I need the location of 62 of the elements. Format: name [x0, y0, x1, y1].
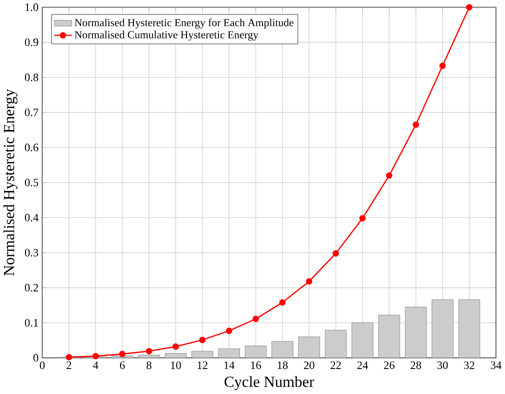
y-tick-label: 0.4	[24, 214, 38, 222]
point	[412, 122, 420, 128]
point	[279, 299, 286, 306]
x-tick-label: 10	[171, 362, 181, 370]
y-tick-label: 1.0	[25, 4, 38, 12]
bar	[298, 336, 320, 358]
bar	[272, 341, 294, 358]
point	[252, 316, 259, 322]
x-tick-label: 14	[224, 362, 235, 370]
point	[466, 4, 472, 11]
y-tick-label: 0.7	[24, 108, 38, 116]
bar	[138, 355, 160, 358]
point	[226, 328, 232, 334]
x-axis-title: Cycle Number	[224, 376, 314, 390]
x-tick-label: 32	[464, 362, 474, 370]
y-tick-label: 0.9	[24, 38, 38, 46]
bar	[164, 353, 187, 358]
point	[146, 348, 152, 355]
bar	[244, 346, 267, 358]
x-tick-label: 34	[490, 362, 502, 370]
point	[306, 278, 312, 285]
x-tick-label: 28	[410, 362, 422, 370]
x-tick-label: 20	[304, 362, 314, 370]
y-axis-title: Normalised Hysteretic Energy	[3, 89, 18, 276]
x-tick-label: 2	[66, 362, 72, 370]
point	[386, 172, 392, 179]
x-tick-label: 30	[437, 362, 448, 370]
bar	[404, 306, 427, 358]
x-tick-label: 26	[384, 362, 394, 370]
point	[439, 62, 446, 70]
y-tick-label: 0.5	[24, 178, 38, 187]
x-tick-label: 12	[198, 362, 208, 370]
y-tick-label: 0.8	[24, 74, 38, 82]
point	[199, 336, 206, 344]
bar	[378, 315, 400, 358]
bar	[218, 348, 240, 358]
legend-label: Normalised Hysteretic Energy for Each Amplitude	[74, 18, 294, 29]
point	[119, 350, 126, 358]
x-tick-label: 0	[40, 362, 45, 370]
x-tick-label: 8	[146, 362, 152, 370]
x-tick-label: 24	[357, 362, 368, 370]
legend-label: Normalised Cumulative Hysteretic Energy	[74, 31, 258, 41]
bar	[458, 300, 480, 358]
bar	[432, 300, 454, 358]
y-tick-label: 0.6	[24, 144, 38, 152]
point	[92, 353, 99, 360]
x-tick-label: 22	[330, 362, 341, 370]
point	[66, 354, 72, 361]
point	[172, 344, 179, 350]
bar	[352, 322, 374, 358]
x-tick-label: 16	[251, 362, 262, 370]
x-tick-label: 18	[278, 362, 288, 370]
y-tick-label: 0	[33, 354, 38, 362]
bar	[324, 330, 347, 358]
y-tick-label: 0.3	[24, 249, 38, 257]
x-tick-label: 6	[120, 362, 125, 370]
point	[332, 250, 339, 257]
x-tick-label: 4	[93, 362, 98, 370]
bar	[191, 351, 214, 358]
y-tick-label: 0.2	[24, 284, 38, 292]
y-tick-label: 0.1	[24, 319, 38, 327]
point	[359, 215, 366, 222]
